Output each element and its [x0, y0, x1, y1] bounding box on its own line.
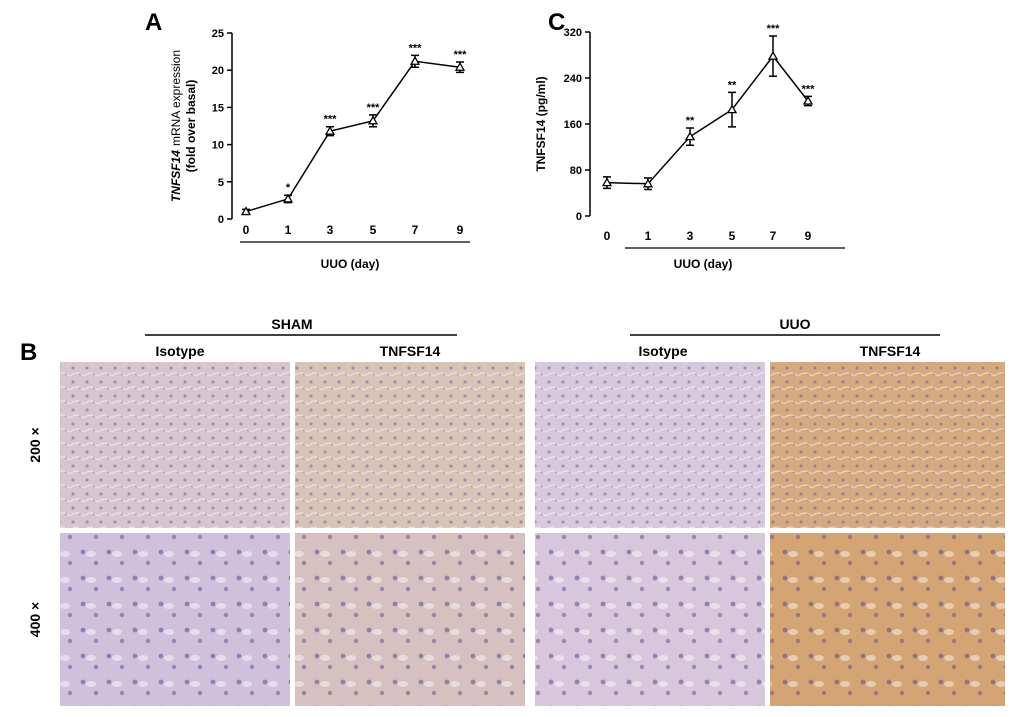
panel-label: A	[145, 9, 162, 36]
micrograph-texture	[60, 533, 290, 706]
y-tick-label: 320	[564, 27, 582, 39]
x-tick-label: 7	[770, 229, 777, 243]
panel-b: SHAM UUO Isotype TNFSF14 Isotype TNFSF14 200 ×…	[27, 316, 1005, 706]
micrograph-texture	[295, 533, 525, 706]
column-label: TNFSF14	[860, 343, 921, 359]
micrograph-texture	[770, 533, 1005, 706]
y-tick-label: 0	[576, 211, 582, 223]
significance-label: *	[286, 182, 291, 194]
group-label: UUO	[779, 316, 810, 332]
x-tick-label: 3	[327, 223, 334, 237]
micrograph-texture	[295, 362, 525, 528]
data-line	[245, 60, 461, 213]
marker	[601, 177, 613, 187]
significance-label: ***	[802, 83, 816, 95]
x-tick-label: 7	[412, 223, 419, 237]
y-axis-label: TNFSF14 mRNA expression	[169, 50, 183, 202]
x-tick-label: 1	[285, 223, 292, 237]
y-tick-label: 10	[212, 140, 224, 152]
group-label: SHAM	[271, 316, 312, 332]
y-tick-label: 25	[212, 28, 224, 40]
marker	[282, 193, 294, 203]
significance-label: ***	[767, 23, 781, 35]
marker	[767, 50, 779, 60]
significance-label: **	[686, 115, 695, 127]
column-label: TNFSF14	[380, 343, 441, 359]
marker	[240, 206, 252, 216]
significance-label: ***	[454, 49, 468, 61]
y-tick-label: 160	[564, 119, 582, 131]
marker	[642, 178, 654, 188]
significance-label: ***	[324, 114, 338, 126]
marker	[324, 125, 336, 135]
x-tick-label: 5	[729, 229, 736, 243]
micrograph-texture	[770, 362, 1005, 528]
y-tick-label: 15	[212, 102, 224, 114]
significance-label: **	[728, 79, 737, 91]
micrograph-texture	[60, 362, 290, 528]
significance-label: ***	[367, 102, 381, 114]
y-axis-label-line2: (fold over basal)	[184, 80, 198, 173]
column-label: Isotype	[638, 343, 687, 359]
micrograph-texture	[535, 533, 765, 706]
x-tick-label: 0	[604, 229, 611, 243]
y-axis-label: TNFSF14 (pg/ml)	[534, 76, 548, 171]
micrograph-texture	[535, 362, 765, 528]
x-tick-label: 5	[370, 223, 377, 237]
y-axis-label-text: mRNA expression	[169, 50, 183, 146]
marker	[726, 104, 738, 114]
marker	[684, 131, 696, 141]
marker	[367, 115, 379, 125]
y-tick-label: 240	[564, 73, 582, 85]
marker	[454, 61, 466, 71]
column-label: Isotype	[155, 343, 204, 359]
y-tick-label: 0	[218, 214, 224, 226]
y-tick-label: 80	[570, 165, 582, 177]
x-tick-label: 3	[687, 229, 694, 243]
significance-label: ***	[409, 42, 423, 54]
x-tick-label: 9	[457, 223, 464, 237]
x-tick-label: 0	[243, 223, 250, 237]
row-label: 200 ×	[27, 427, 43, 462]
y-tick-label: 20	[212, 65, 224, 77]
x-tick-label: 9	[805, 229, 812, 243]
x-axis-label: UUO (day)	[321, 257, 380, 271]
x-axis-label: UUO (day)	[674, 257, 733, 271]
x-tick-label: 1	[645, 229, 652, 243]
data-line	[606, 54, 809, 185]
panel-label: B	[20, 339, 37, 366]
marker	[409, 55, 421, 65]
y-axis-label-italic: TNFSF14	[169, 150, 183, 202]
marker	[802, 95, 814, 105]
row-label: 400 ×	[27, 602, 43, 637]
panel-label: C	[548, 9, 565, 36]
y-tick-label: 5	[218, 177, 224, 189]
